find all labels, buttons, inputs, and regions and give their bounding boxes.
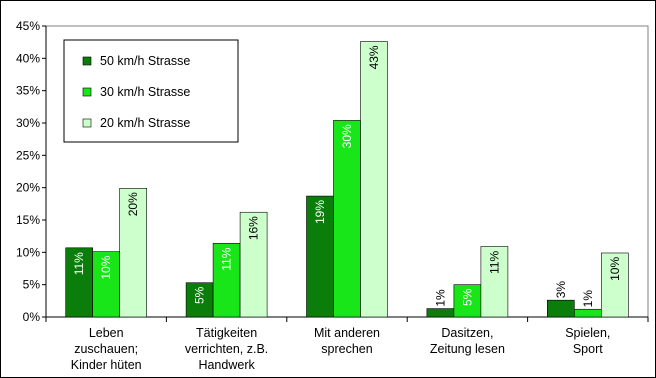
bar — [546, 299, 575, 318]
bar — [212, 242, 241, 318]
y-tick-label: 15% — [16, 213, 40, 227]
legend-swatch — [82, 118, 92, 128]
y-tick-label: 10% — [16, 245, 40, 259]
data-label: 1% — [433, 289, 447, 307]
data-label: 30% — [340, 124, 354, 148]
category-label: Sport — [573, 342, 603, 356]
legend-label: 30 km/h Strasse — [100, 85, 190, 99]
legend-label: 50 km/h Strasse — [100, 54, 190, 68]
bar — [119, 188, 147, 318]
data-label: 10% — [608, 257, 622, 281]
y-tick-label: 30% — [16, 116, 40, 130]
category-label: Tätigkeiten — [196, 326, 257, 340]
category-label: Leben — [89, 326, 124, 340]
bar — [306, 195, 334, 318]
category-label: sprechen — [321, 342, 372, 356]
data-label: 3% — [554, 281, 568, 299]
legend-swatch — [82, 56, 92, 66]
bar — [426, 308, 455, 318]
data-label: 5% — [460, 288, 474, 306]
data-label: 11% — [72, 252, 86, 275]
bar — [92, 251, 120, 318]
data-label: 10% — [99, 255, 113, 279]
category-label: Mit anderen — [314, 326, 380, 340]
bar — [453, 284, 482, 318]
legend-swatch — [82, 87, 92, 97]
category-label: verrichten, z.B. — [185, 342, 268, 356]
bar — [360, 41, 388, 318]
category-label: Handwerk — [198, 358, 255, 372]
data-label: 16% — [247, 216, 261, 240]
bar — [333, 120, 361, 318]
y-tick-label: 20% — [16, 181, 40, 195]
data-label: 20% — [126, 192, 140, 216]
category-label: Dasitzen, — [441, 326, 493, 340]
data-label: 11% — [220, 247, 234, 270]
data-label: 5% — [193, 286, 207, 304]
bar — [480, 246, 509, 318]
y-tick-label: 45% — [16, 19, 40, 33]
bar — [185, 282, 214, 318]
y-tick-label: 35% — [16, 84, 40, 98]
y-tick-label: 5% — [23, 278, 41, 292]
category-label: Kinder hüten — [71, 358, 142, 372]
data-label: 43% — [367, 45, 381, 69]
y-tick-label: 0% — [23, 310, 41, 324]
legend: 50 km/h Strasse 30 km/h Strasse 20 km/h St… — [63, 39, 239, 143]
category-label: Zeitung lesen — [430, 342, 505, 356]
bar — [239, 211, 268, 318]
legend-label: 20 km/h Strasse — [100, 116, 190, 130]
bar — [600, 252, 629, 318]
legend-box — [63, 39, 239, 143]
data-label: 1% — [581, 290, 595, 308]
category-label: Spielen, — [565, 326, 610, 340]
y-tick-label: 25% — [16, 148, 40, 162]
data-label: 11% — [487, 251, 501, 274]
bar — [573, 308, 602, 318]
y-tick-label: 40% — [16, 51, 40, 65]
data-label: 19% — [313, 200, 327, 224]
category-label: zuschauen; — [74, 342, 138, 356]
